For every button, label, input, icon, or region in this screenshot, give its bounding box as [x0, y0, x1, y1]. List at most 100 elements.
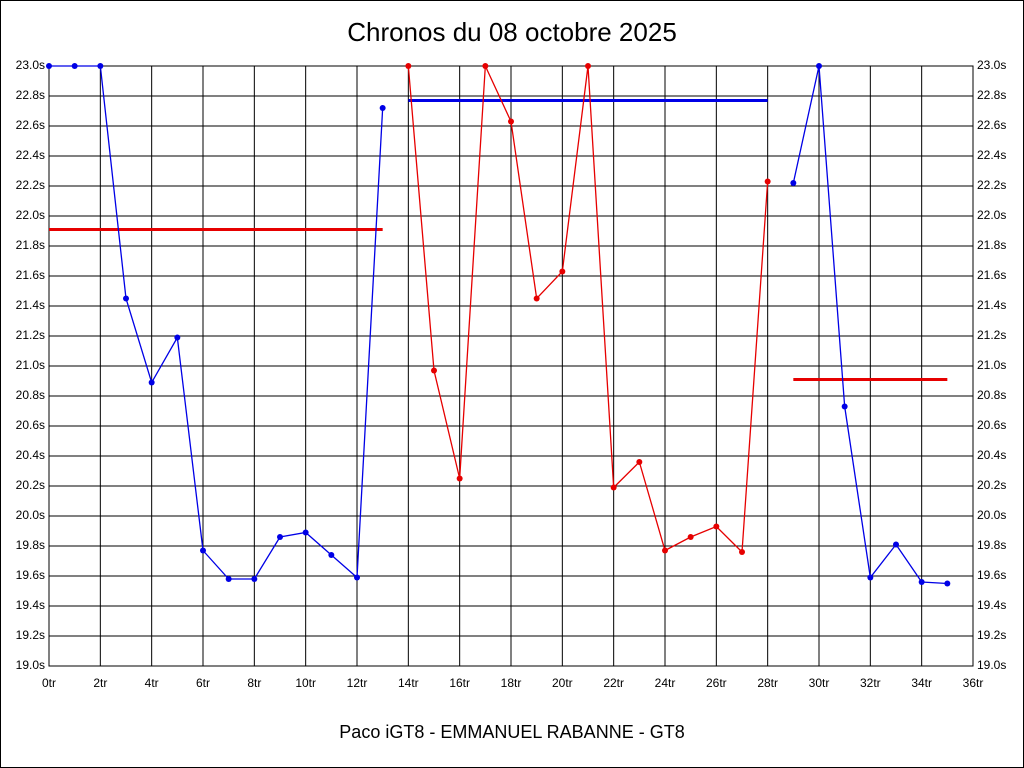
- point: [918, 579, 925, 585]
- y-tick-label: 20.8s: [16, 388, 45, 402]
- y2-tick-label: 23.0s: [977, 58, 1006, 72]
- x-tick-label: 14tr: [398, 676, 419, 690]
- x-tick-label: 2tr: [93, 676, 107, 690]
- x-tick-label: 10tr: [295, 676, 316, 690]
- point: [662, 547, 668, 554]
- point: [944, 580, 951, 587]
- plot-border: [48, 65, 974, 667]
- y2-tick-label: 19.0s: [977, 658, 1006, 672]
- y2-tick-label: 21.2s: [977, 328, 1006, 342]
- y2-tick-label: 22.8s: [977, 88, 1006, 102]
- point: [328, 552, 335, 558]
- x-tick-label: 30tr: [809, 676, 830, 690]
- y-tick-label: 22.4s: [16, 148, 45, 162]
- y2-tick-label: 19.4s: [977, 598, 1006, 612]
- point: [610, 484, 617, 491]
- point: [636, 459, 643, 465]
- y-tick-label: 20.2s: [16, 478, 45, 492]
- point: [277, 534, 283, 540]
- x-tick-label: 24tr: [655, 676, 676, 690]
- y-tick-label: 23.0s: [16, 58, 45, 72]
- x-axis-label: Paco iGT8 - EMMANUEL RABANNE - GT8: [339, 722, 684, 742]
- x-tick-label: 20tr: [552, 676, 573, 690]
- x-tick-label: 36tr: [963, 676, 984, 690]
- y-tick-label: 19.2s: [16, 628, 45, 642]
- y-tick-label: 20.6s: [16, 418, 45, 432]
- y-tick-label: 19.6s: [16, 568, 45, 582]
- point: [97, 63, 104, 69]
- y2-tick-label: 20.2s: [977, 478, 1006, 492]
- y-tick-label: 21.4s: [16, 298, 45, 312]
- y-tick-label: 21.2s: [16, 328, 45, 342]
- x-tick-label: 32tr: [860, 676, 881, 690]
- point: [71, 63, 78, 69]
- y2-tick-label: 21.8s: [977, 238, 1006, 252]
- y2-tick-label: 21.4s: [977, 298, 1006, 312]
- y-tick-label: 20.0s: [16, 508, 45, 522]
- point: [533, 295, 540, 302]
- y-tick-label: 22.2s: [16, 178, 45, 192]
- y-tick-label: 19.4s: [16, 598, 45, 612]
- point: [123, 295, 129, 302]
- point: [713, 523, 720, 530]
- x-tick-label: 34tr: [911, 676, 932, 690]
- point: [174, 334, 181, 341]
- point: [508, 118, 514, 125]
- y2-tick-label: 19.2s: [977, 628, 1006, 642]
- point: [225, 576, 232, 582]
- y-tick-label: 22.8s: [16, 88, 45, 102]
- y-tick-label: 22.0s: [16, 208, 45, 222]
- point: [893, 541, 899, 548]
- point: [790, 180, 797, 186]
- x-tick-label: 12tr: [347, 676, 368, 690]
- point: [585, 63, 591, 69]
- point: [302, 529, 309, 536]
- point: [816, 63, 822, 69]
- point: [46, 63, 52, 69]
- point: [739, 549, 745, 555]
- y2-tick-label: 20.0s: [977, 508, 1006, 522]
- x-tick-label: 6tr: [196, 676, 210, 690]
- y-tick-label: 21.6s: [16, 268, 45, 282]
- point: [431, 367, 437, 374]
- y-tick-label: 19.8s: [16, 538, 45, 552]
- y-tick-label: 21.0s: [16, 358, 45, 372]
- x-tick-label: 0tr: [42, 676, 56, 690]
- y2-tick-label: 21.0s: [977, 358, 1006, 372]
- x-tick-label: 16tr: [449, 676, 470, 690]
- y-tick-label: 22.6s: [16, 118, 45, 132]
- point: [867, 574, 874, 581]
- y-tick-label: 21.8s: [16, 238, 45, 252]
- y2-tick-label: 20.8s: [977, 388, 1006, 402]
- series-line: [49, 65, 384, 580]
- y2-tick-label: 22.6s: [977, 118, 1006, 132]
- x-tick-label: 8tr: [247, 676, 261, 690]
- point: [405, 63, 412, 69]
- x-tick-label: 22tr: [603, 676, 624, 690]
- y-tick-label: 20.4s: [16, 448, 45, 462]
- point: [482, 63, 489, 69]
- y2-tick-label: 22.4s: [977, 148, 1006, 162]
- y2-tick-label: 22.0s: [977, 208, 1006, 222]
- point: [200, 547, 206, 554]
- x-tick-label: 28tr: [757, 676, 778, 690]
- point: [841, 403, 848, 410]
- y2-tick-label: 22.2s: [977, 178, 1006, 192]
- x-tick-label: 4tr: [145, 676, 159, 690]
- y2-tick-label: 19.6s: [977, 568, 1006, 582]
- y2-tick-label: 21.6s: [977, 268, 1006, 282]
- x-tick-label: 18tr: [501, 676, 522, 690]
- point: [148, 379, 155, 386]
- chart-title: Chronos du 08 octobre 2025: [347, 17, 677, 47]
- x-tick-label: 26tr: [706, 676, 727, 690]
- y2-tick-label: 19.8s: [977, 538, 1006, 552]
- y2-tick-label: 20.4s: [977, 448, 1006, 462]
- y2-tick-label: 20.6s: [977, 418, 1006, 432]
- y-tick-label: 19.0s: [16, 658, 45, 672]
- point: [379, 105, 386, 111]
- point: [559, 268, 566, 275]
- point: [354, 574, 360, 581]
- point: [456, 475, 463, 482]
